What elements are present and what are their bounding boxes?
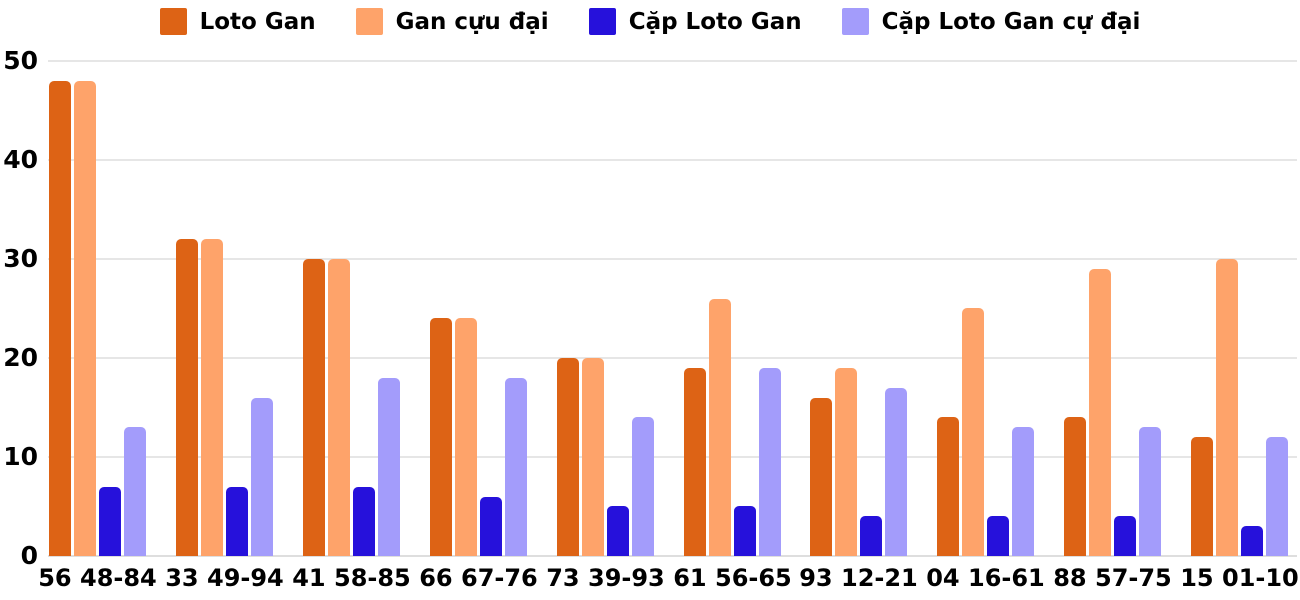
bar[interactable] <box>987 516 1009 556</box>
gridline <box>48 456 1297 458</box>
legend-item: Loto Gan <box>159 8 316 35</box>
bar[interactable] <box>759 368 781 556</box>
gridline <box>48 159 1297 161</box>
gridline <box>48 60 1297 62</box>
legend-item: Cặp Loto Gan cự đại <box>841 8 1141 35</box>
bar[interactable] <box>1012 427 1034 556</box>
y-tick-label: 50 <box>3 46 38 75</box>
bar[interactable] <box>1064 417 1086 556</box>
x-tick-label: 88 57-75 <box>1053 564 1172 592</box>
legend-label: Gan cựu đại <box>395 8 549 35</box>
bar[interactable] <box>353 487 375 556</box>
bar[interactable] <box>49 81 71 556</box>
legend-item: Gan cựu đại <box>355 8 549 35</box>
x-tick-label: 33 49-94 <box>165 564 284 592</box>
legend-label: Cặp Loto Gan <box>628 8 802 35</box>
bar[interactable] <box>430 318 452 556</box>
bar[interactable] <box>480 497 502 556</box>
bar[interactable] <box>201 239 223 556</box>
bar[interactable] <box>885 388 907 556</box>
y-tick-label: 0 <box>20 541 38 570</box>
legend-swatch-icon <box>355 8 383 35</box>
x-tick-label: 41 58-85 <box>292 564 411 592</box>
x-tick-label: 66 67-76 <box>419 564 538 592</box>
bar[interactable] <box>937 417 959 556</box>
bar[interactable] <box>1139 427 1161 556</box>
bar[interactable] <box>74 81 96 556</box>
bar[interactable] <box>1216 259 1238 556</box>
bar[interactable] <box>303 259 325 556</box>
bar[interactable] <box>835 368 857 556</box>
gridline <box>48 357 1297 359</box>
x-tick-label: 15 01-10 <box>1180 564 1299 592</box>
bar[interactable] <box>99 487 121 556</box>
x-tick-label: 61 56-65 <box>673 564 792 592</box>
bar[interactable] <box>632 417 654 556</box>
bar[interactable] <box>810 398 832 556</box>
x-tick-label: 93 12-21 <box>799 564 918 592</box>
bar[interactable] <box>1266 437 1288 556</box>
bar[interactable] <box>607 506 629 556</box>
x-tick-label: 56 48-84 <box>38 564 157 592</box>
bar[interactable] <box>1089 269 1111 556</box>
legend-swatch-icon <box>841 8 869 35</box>
bar[interactable] <box>1114 516 1136 556</box>
bar[interactable] <box>176 239 198 556</box>
y-tick-label: 10 <box>3 442 38 471</box>
bar[interactable] <box>378 378 400 556</box>
x-tick-label: 73 39-93 <box>546 564 665 592</box>
bar[interactable] <box>1191 437 1213 556</box>
bar[interactable] <box>582 358 604 556</box>
bar[interactable] <box>709 299 731 556</box>
bar[interactable] <box>684 368 706 556</box>
legend-swatch-icon <box>588 8 616 35</box>
bar[interactable] <box>734 506 756 556</box>
bar[interactable] <box>557 358 579 556</box>
bar[interactable] <box>455 318 477 556</box>
y-tick-label: 40 <box>3 145 38 174</box>
chart-legend: Loto Gan Gan cựu đại Cặp Loto Gan Cặp Loto … <box>0 8 1300 35</box>
x-axis-baseline <box>48 555 1297 557</box>
bar[interactable] <box>860 516 882 556</box>
legend-label: Cặp Loto Gan cự đại <box>881 8 1141 35</box>
bar[interactable] <box>251 398 273 556</box>
bar[interactable] <box>328 259 350 556</box>
bar[interactable] <box>505 378 527 556</box>
legend-label: Loto Gan <box>199 8 316 35</box>
bar[interactable] <box>124 427 146 556</box>
x-tick-label: 04 16-61 <box>926 564 1045 592</box>
y-tick-label: 20 <box>3 343 38 372</box>
legend-swatch-icon <box>159 8 187 35</box>
bar[interactable] <box>1241 526 1263 556</box>
bar[interactable] <box>226 487 248 556</box>
bar[interactable] <box>962 308 984 556</box>
y-tick-label: 30 <box>3 244 38 273</box>
legend-item: Cặp Loto Gan <box>588 8 802 35</box>
gridline <box>48 258 1297 260</box>
